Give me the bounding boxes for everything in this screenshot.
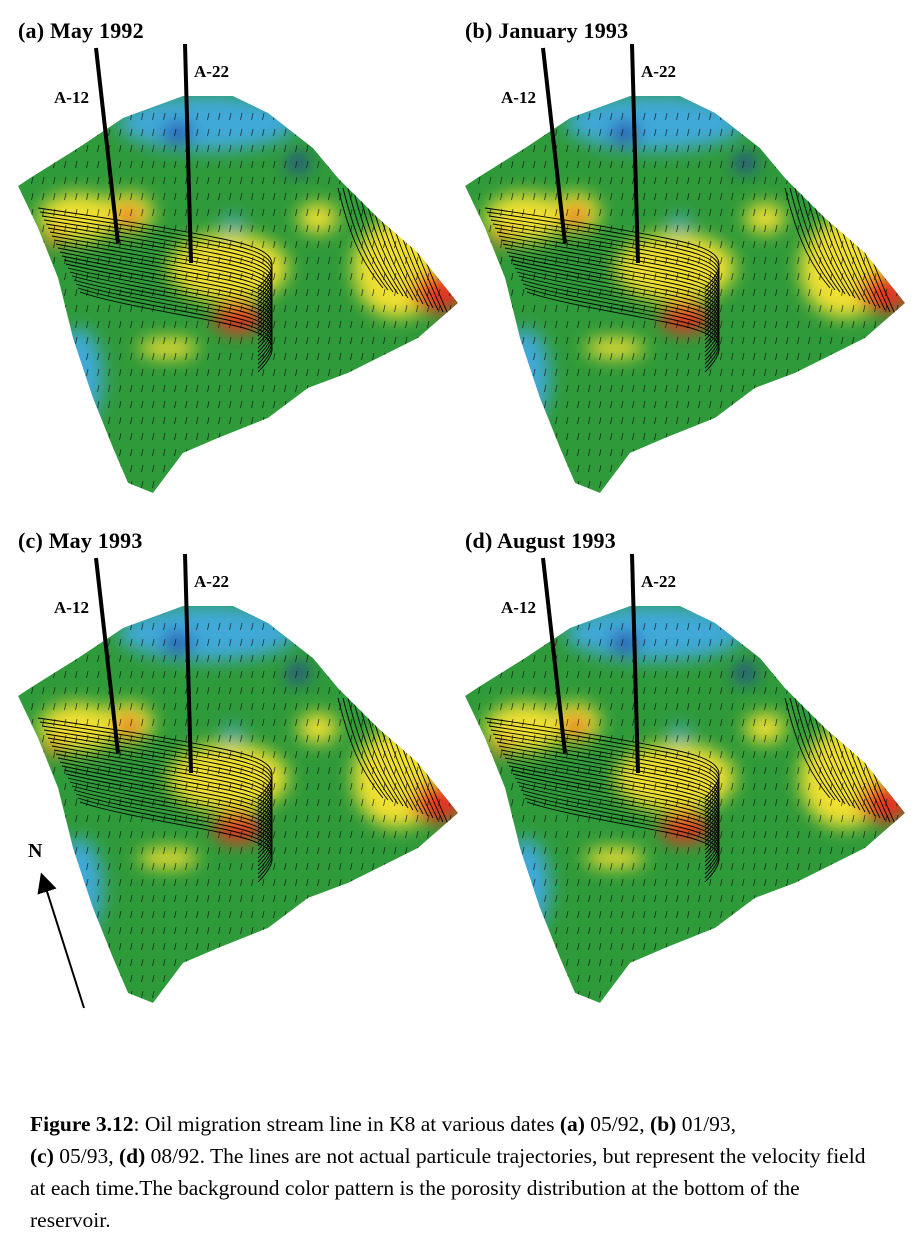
panel-title: (b) January 1993 bbox=[465, 18, 629, 43]
well-a12-trace bbox=[94, 47, 120, 244]
caption-body: 08/92. The lines are not actual particul… bbox=[30, 1144, 866, 1232]
well-a12-trace bbox=[541, 557, 567, 754]
well-label-a12: A-12 bbox=[54, 598, 89, 617]
well-label-a22: A-22 bbox=[194, 62, 229, 81]
panel-b: (b) January 1993 A-12 A-22 bbox=[465, 18, 915, 518]
well-label-a22: A-22 bbox=[641, 62, 676, 81]
map-surface bbox=[465, 96, 905, 493]
porosity-map bbox=[465, 43, 905, 493]
well-label-a12: A-12 bbox=[501, 598, 536, 617]
caption-ref-b: (b) bbox=[650, 1112, 677, 1136]
well-a22-trace bbox=[183, 43, 193, 264]
north-indicator: N bbox=[20, 840, 100, 1020]
caption-ref-c: (c) bbox=[30, 1144, 54, 1168]
panel-title: (d) August 1993 bbox=[465, 528, 616, 553]
well-label-a12: A-12 bbox=[54, 88, 89, 107]
porosity-map bbox=[18, 553, 458, 1003]
caption-text: : Oil migration stream line in K8 at var… bbox=[133, 1112, 560, 1136]
caption-ref-d: (d) bbox=[118, 1144, 146, 1168]
caption-ref-a: (a) bbox=[559, 1112, 585, 1136]
north-arrow-icon bbox=[37, 872, 85, 1009]
caption-date-b: 01/93, bbox=[676, 1112, 737, 1136]
well-a22-trace bbox=[630, 43, 640, 264]
panel-title: (c) May 1993 bbox=[18, 528, 143, 553]
map-surface bbox=[18, 96, 458, 493]
porosity-map bbox=[465, 553, 905, 1003]
panel-title: (a) May 1992 bbox=[18, 18, 144, 43]
well-a12-trace bbox=[94, 557, 120, 754]
north-label: N bbox=[28, 840, 43, 862]
panel-d: (d) August 1993 A-12 A-22 bbox=[465, 528, 915, 1028]
well-label-a12: A-12 bbox=[501, 88, 536, 107]
figure-number: Figure 3.12 bbox=[30, 1112, 134, 1136]
porosity-map bbox=[18, 43, 458, 493]
well-a22-trace bbox=[630, 553, 640, 774]
well-label-a22: A-22 bbox=[641, 572, 676, 591]
well-a12-trace bbox=[541, 47, 567, 244]
panel-c: (c) May 1993 A-12 A-22 bbox=[18, 528, 468, 1028]
well-a22-trace bbox=[183, 553, 193, 774]
figure-caption: Figure 3.12: Oil migration stream line i… bbox=[30, 1108, 880, 1236]
caption-date-c: 05/93, bbox=[53, 1144, 119, 1168]
well-label-a22: A-22 bbox=[194, 572, 229, 591]
panel-a: (a) May 1992 A-12 A-22 bbox=[18, 18, 468, 518]
map-surface bbox=[465, 606, 905, 1003]
caption-date-a: 05/92, bbox=[584, 1112, 651, 1136]
